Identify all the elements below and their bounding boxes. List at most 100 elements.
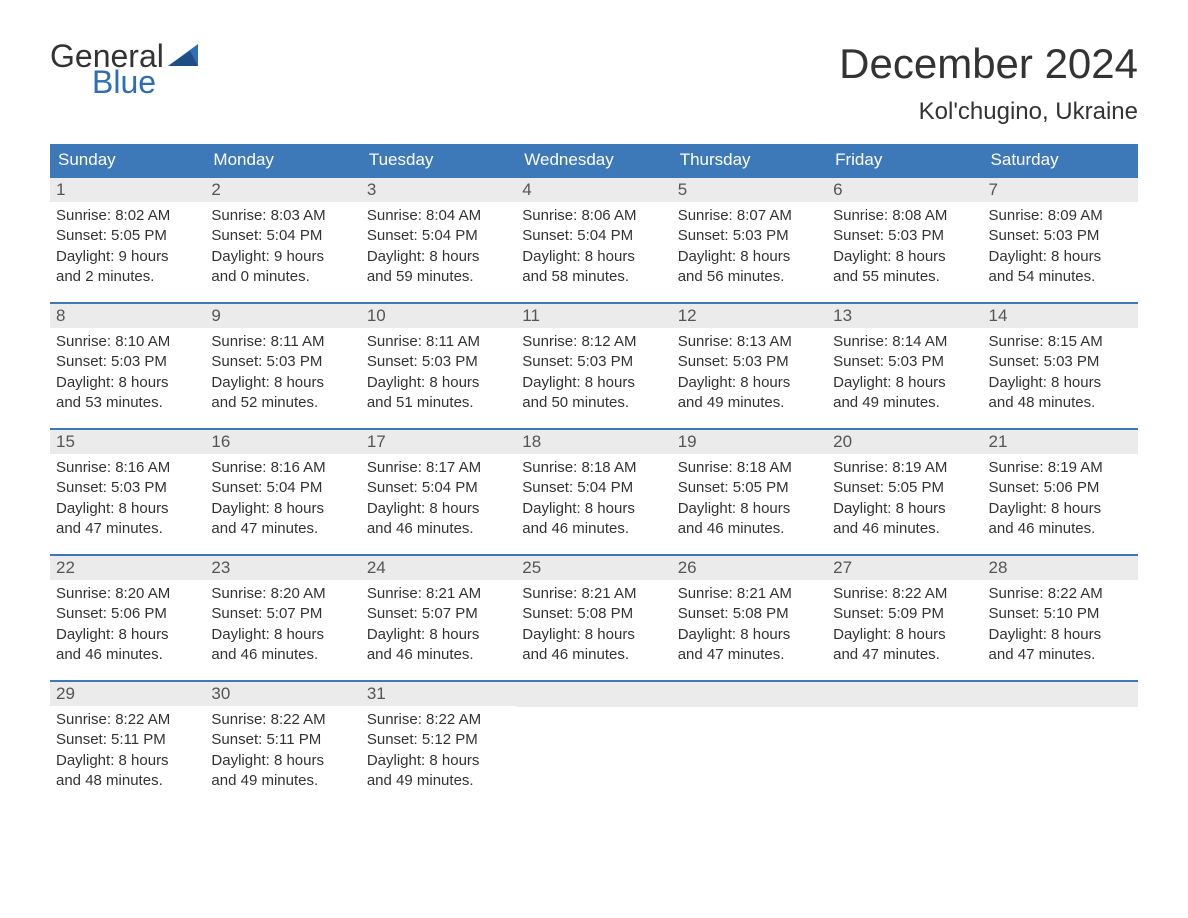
daylight-line2: and 46 minutes. xyxy=(367,519,510,539)
day-body: Sunrise: 8:21 AMSunset: 5:07 PMDaylight:… xyxy=(361,580,516,665)
sunset-text: Sunset: 5:04 PM xyxy=(211,226,354,246)
day-cell: 10Sunrise: 8:11 AMSunset: 5:03 PMDayligh… xyxy=(361,304,516,414)
day-body: Sunrise: 8:11 AMSunset: 5:03 PMDaylight:… xyxy=(205,328,360,413)
daylight-line2: and 47 minutes. xyxy=(56,519,199,539)
day-cell: 5Sunrise: 8:07 AMSunset: 5:03 PMDaylight… xyxy=(672,178,827,288)
day-body: Sunrise: 8:11 AMSunset: 5:03 PMDaylight:… xyxy=(361,328,516,413)
sunrise-text: Sunrise: 8:08 AM xyxy=(833,206,976,226)
day-cell: 22Sunrise: 8:20 AMSunset: 5:06 PMDayligh… xyxy=(50,556,205,666)
sunset-text: Sunset: 5:05 PM xyxy=(833,478,976,498)
day-number: 21 xyxy=(983,430,1138,454)
sunrise-text: Sunrise: 8:20 AM xyxy=(211,584,354,604)
day-cell: 1Sunrise: 8:02 AMSunset: 5:05 PMDaylight… xyxy=(50,178,205,288)
sunrise-text: Sunrise: 8:18 AM xyxy=(678,458,821,478)
day-number: 7 xyxy=(983,178,1138,202)
sunset-text: Sunset: 5:11 PM xyxy=(56,730,199,750)
day-cell: 21Sunrise: 8:19 AMSunset: 5:06 PMDayligh… xyxy=(983,430,1138,540)
daylight-line1: Daylight: 8 hours xyxy=(522,247,665,267)
daylight-line1: Daylight: 8 hours xyxy=(56,625,199,645)
daylight-line2: and 47 minutes. xyxy=(211,519,354,539)
day-number: 14 xyxy=(983,304,1138,328)
day-number: 10 xyxy=(361,304,516,328)
flag-icon xyxy=(168,44,198,66)
daylight-line2: and 46 minutes. xyxy=(56,645,199,665)
sunset-text: Sunset: 5:04 PM xyxy=(522,478,665,498)
daylight-line2: and 2 minutes. xyxy=(56,267,199,287)
sunset-text: Sunset: 5:03 PM xyxy=(678,226,821,246)
day-cell: 26Sunrise: 8:21 AMSunset: 5:08 PMDayligh… xyxy=(672,556,827,666)
daylight-line1: Daylight: 8 hours xyxy=(989,373,1132,393)
location: Kol'chugino, Ukraine xyxy=(839,98,1138,126)
day-number: 3 xyxy=(361,178,516,202)
dow-header: Wednesday xyxy=(516,144,671,176)
title-block: December 2024 Kol'chugino, Ukraine xyxy=(839,40,1138,126)
day-body: Sunrise: 8:18 AMSunset: 5:04 PMDaylight:… xyxy=(516,454,671,539)
day-body: Sunrise: 8:22 AMSunset: 5:10 PMDaylight:… xyxy=(983,580,1138,665)
day-body: Sunrise: 8:22 AMSunset: 5:12 PMDaylight:… xyxy=(361,706,516,791)
sunset-text: Sunset: 5:03 PM xyxy=(678,352,821,372)
day-number: 2 xyxy=(205,178,360,202)
daylight-line2: and 47 minutes. xyxy=(833,645,976,665)
day-body: Sunrise: 8:13 AMSunset: 5:03 PMDaylight:… xyxy=(672,328,827,413)
daylight-line2: and 46 minutes. xyxy=(522,519,665,539)
day-body: Sunrise: 8:22 AMSunset: 5:09 PMDaylight:… xyxy=(827,580,982,665)
daylight-line1: Daylight: 8 hours xyxy=(989,247,1132,267)
sunrise-text: Sunrise: 8:18 AM xyxy=(522,458,665,478)
sunrise-text: Sunrise: 8:09 AM xyxy=(989,206,1132,226)
day-cell: 11Sunrise: 8:12 AMSunset: 5:03 PMDayligh… xyxy=(516,304,671,414)
day-body: Sunrise: 8:09 AMSunset: 5:03 PMDaylight:… xyxy=(983,202,1138,287)
sunset-text: Sunset: 5:04 PM xyxy=(522,226,665,246)
day-number: 25 xyxy=(516,556,671,580)
day-body: Sunrise: 8:20 AMSunset: 5:06 PMDaylight:… xyxy=(50,580,205,665)
daylight-line1: Daylight: 8 hours xyxy=(678,499,821,519)
week-row: 15Sunrise: 8:16 AMSunset: 5:03 PMDayligh… xyxy=(50,428,1138,540)
sunset-text: Sunset: 5:08 PM xyxy=(678,604,821,624)
day-body: Sunrise: 8:18 AMSunset: 5:05 PMDaylight:… xyxy=(672,454,827,539)
day-number: 26 xyxy=(672,556,827,580)
daylight-line1: Daylight: 8 hours xyxy=(56,499,199,519)
day-body: Sunrise: 8:17 AMSunset: 5:04 PMDaylight:… xyxy=(361,454,516,539)
day-number: 5 xyxy=(672,178,827,202)
sunrise-text: Sunrise: 8:19 AM xyxy=(989,458,1132,478)
day-number: 24 xyxy=(361,556,516,580)
daylight-line1: Daylight: 8 hours xyxy=(367,751,510,771)
sunrise-text: Sunrise: 8:16 AM xyxy=(211,458,354,478)
daylight-line1: Daylight: 8 hours xyxy=(367,499,510,519)
day-body: Sunrise: 8:08 AMSunset: 5:03 PMDaylight:… xyxy=(827,202,982,287)
daylight-line2: and 46 minutes. xyxy=(367,645,510,665)
sunrise-text: Sunrise: 8:19 AM xyxy=(833,458,976,478)
sunset-text: Sunset: 5:10 PM xyxy=(989,604,1132,624)
daylight-line1: Daylight: 8 hours xyxy=(56,373,199,393)
logo: General Blue xyxy=(50,40,198,98)
day-number: 11 xyxy=(516,304,671,328)
day-number: 27 xyxy=(827,556,982,580)
sunrise-text: Sunrise: 8:21 AM xyxy=(367,584,510,604)
sunset-text: Sunset: 5:07 PM xyxy=(367,604,510,624)
day-cell: 24Sunrise: 8:21 AMSunset: 5:07 PMDayligh… xyxy=(361,556,516,666)
daylight-line1: Daylight: 8 hours xyxy=(56,751,199,771)
day-cell: 31Sunrise: 8:22 AMSunset: 5:12 PMDayligh… xyxy=(361,682,516,792)
day-cell: 23Sunrise: 8:20 AMSunset: 5:07 PMDayligh… xyxy=(205,556,360,666)
sunrise-text: Sunrise: 8:14 AM xyxy=(833,332,976,352)
daylight-line1: Daylight: 9 hours xyxy=(56,247,199,267)
sunset-text: Sunset: 5:11 PM xyxy=(211,730,354,750)
sunset-text: Sunset: 5:03 PM xyxy=(211,352,354,372)
day-number: 13 xyxy=(827,304,982,328)
sunrise-text: Sunrise: 8:11 AM xyxy=(367,332,510,352)
daylight-line2: and 53 minutes. xyxy=(56,393,199,413)
day-number xyxy=(983,682,1138,707)
sunset-text: Sunset: 5:03 PM xyxy=(989,352,1132,372)
sunrise-text: Sunrise: 8:15 AM xyxy=(989,332,1132,352)
sunrise-text: Sunrise: 8:02 AM xyxy=(56,206,199,226)
day-body: Sunrise: 8:21 AMSunset: 5:08 PMDaylight:… xyxy=(516,580,671,665)
daylight-line1: Daylight: 8 hours xyxy=(367,373,510,393)
day-cell: 12Sunrise: 8:13 AMSunset: 5:03 PMDayligh… xyxy=(672,304,827,414)
day-body: Sunrise: 8:16 AMSunset: 5:03 PMDaylight:… xyxy=(50,454,205,539)
day-body: Sunrise: 8:19 AMSunset: 5:05 PMDaylight:… xyxy=(827,454,982,539)
day-cell: 13Sunrise: 8:14 AMSunset: 5:03 PMDayligh… xyxy=(827,304,982,414)
logo-text-blue: Blue xyxy=(92,66,198,98)
daylight-line1: Daylight: 8 hours xyxy=(678,625,821,645)
dow-header: Thursday xyxy=(672,144,827,176)
sunset-text: Sunset: 5:08 PM xyxy=(522,604,665,624)
day-cell xyxy=(672,682,827,792)
